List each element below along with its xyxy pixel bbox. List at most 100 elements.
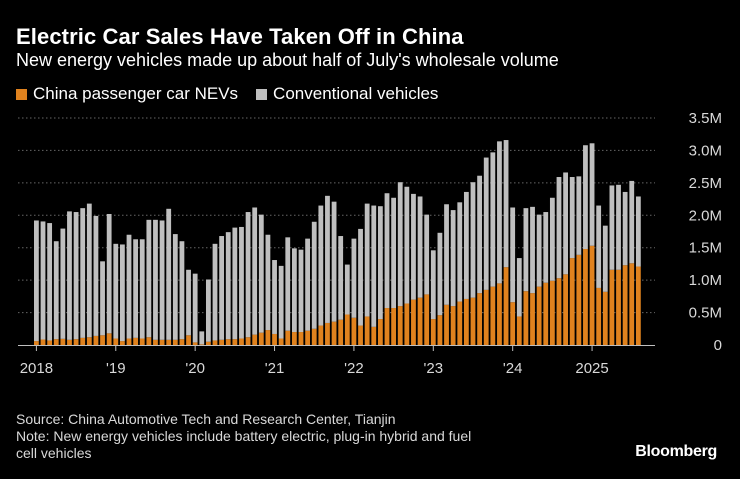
bar-conventional (358, 228, 363, 326)
bar-conventional (536, 214, 542, 287)
bar-conventional (430, 250, 436, 320)
bar-nev (430, 319, 436, 345)
bar-nev (126, 338, 132, 345)
bar-nev (470, 297, 476, 345)
bar-nev (86, 337, 92, 345)
bar-conventional (470, 182, 476, 298)
legend-item-nev: China passenger car NEVs (16, 84, 238, 104)
bar-conventional (404, 186, 410, 304)
bar-conventional (510, 207, 516, 303)
bar-nev (404, 303, 410, 345)
bar-conventional (60, 228, 66, 339)
bar-conventional (172, 234, 178, 340)
bar-nev (113, 338, 119, 345)
bar-nev (146, 337, 152, 345)
bar-nev (397, 306, 403, 345)
bar-nev (450, 306, 456, 345)
bar-nev (635, 266, 641, 345)
bar-conventional (437, 232, 443, 316)
y-tick-label: 2.5M (689, 175, 722, 192)
bar-nev (576, 254, 582, 345)
bar-conventional (616, 184, 621, 270)
bar-nev (523, 291, 529, 345)
bar-conventional (291, 248, 297, 333)
x-axis-ticks: 2018 '19 '20 '21 '22 '23 '24 2025 (20, 345, 609, 377)
bar-conventional (549, 197, 555, 281)
bar-conventional (344, 264, 350, 315)
bar-conventional (311, 221, 317, 329)
bar-nev (245, 337, 251, 345)
bar-conventional (477, 175, 483, 294)
bar-nev (166, 339, 172, 345)
bar-nev (510, 302, 516, 345)
bar-conventional (325, 195, 330, 323)
bar-nev (384, 308, 390, 345)
bar-nev (212, 340, 218, 345)
bar-nev (371, 326, 377, 345)
bar-nev (100, 335, 105, 345)
bar-nev (549, 280, 555, 345)
bar-nev (351, 317, 357, 345)
bar-conventional (391, 197, 397, 309)
bar-nev (47, 340, 53, 345)
bar-nev (34, 341, 39, 345)
bar-conventional (384, 193, 390, 309)
bar-conventional (239, 226, 244, 339)
bar-conventional (417, 196, 423, 298)
bar-conventional (245, 212, 251, 338)
bar-conventional (80, 208, 86, 338)
bar-conventional (139, 239, 145, 339)
bar-conventional (569, 177, 575, 259)
bar-conventional (219, 236, 225, 340)
bar-nev (457, 301, 463, 345)
bar-nev (602, 291, 608, 345)
bar-nev (192, 342, 198, 345)
bar-nev (219, 339, 225, 345)
bar-nev (490, 286, 496, 345)
x-tick-label: '22 (344, 360, 364, 377)
bar-nev (73, 339, 79, 345)
bar-conventional (146, 219, 152, 338)
bar-conventional (364, 203, 370, 317)
bar-nev (159, 339, 165, 345)
bar-conventional (556, 177, 562, 279)
bar-nev (530, 293, 535, 345)
legend-swatch-nev (16, 88, 27, 100)
bar-conventional (563, 172, 568, 275)
bar-nev (225, 339, 231, 345)
bar-conventional (100, 261, 105, 336)
bar-nev (411, 299, 416, 345)
bar-nev (67, 339, 72, 345)
legend-label-nev: China passenger car NEVs (33, 84, 239, 103)
source-note: Source: China Automotive Tech and Resear… (16, 411, 396, 427)
bar-nev (53, 339, 59, 345)
chart-title: Electric Car Sales Have Taken Off in Chi… (16, 24, 464, 49)
bar-conventional (186, 269, 191, 336)
bar-conventional (53, 241, 59, 340)
bar-nev (463, 298, 469, 345)
definition-note-line2: cell vehicles (16, 445, 92, 461)
bar-conventional (258, 214, 264, 333)
bar-conventional (377, 206, 383, 320)
y-tick-label: 1.0M (689, 272, 722, 289)
bar-nev (483, 289, 489, 345)
y-tick-label: 3.5M (689, 110, 722, 127)
footer: Source: China Automotive Tech and Resear… (16, 411, 471, 462)
bar-nev (179, 339, 185, 345)
bar-conventional (397, 182, 403, 307)
bar-conventional (424, 214, 430, 295)
bar-nev (556, 278, 562, 345)
bar-nev (536, 286, 542, 345)
bar-conventional (159, 220, 165, 340)
bar-conventional (199, 331, 205, 345)
bar-conventional (153, 219, 158, 340)
bar-conventional (73, 212, 79, 340)
bar-conventional (338, 236, 344, 320)
bar-nev (609, 269, 615, 345)
bar-nev (391, 308, 397, 345)
bloomberg-logo: Bloomberg (635, 443, 717, 460)
bar-conventional (463, 191, 469, 299)
bar-nev (331, 321, 337, 345)
bar-conventional (205, 279, 211, 342)
